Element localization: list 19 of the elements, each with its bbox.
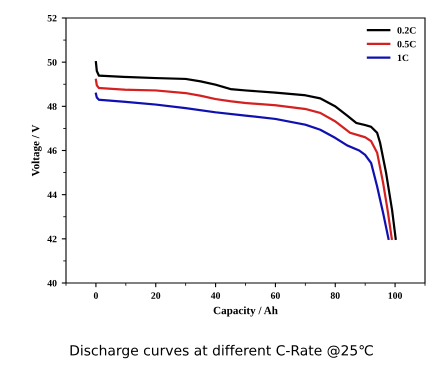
x-tick-label: 40 <box>210 292 220 299</box>
text: Discharge curves at different C-Rate @25℃ <box>70 344 373 358</box>
x-tick-label: 100 <box>388 292 402 299</box>
y-tick-label: 42 <box>47 236 57 242</box>
legend-label: 0.5C <box>397 40 416 48</box>
x-axis-title: Capacity / Ah <box>214 306 278 317</box>
legend-label: 1C <box>398 54 408 62</box>
y-tick-label: 50 <box>48 59 57 66</box>
y-tick-label: 48 <box>47 103 57 110</box>
legend-label: 0.2C <box>397 27 416 34</box>
x-tick-label: 80 <box>330 292 340 299</box>
x-tick-label: 20 <box>151 292 160 299</box>
y-tick-label: 44 <box>47 192 57 198</box>
y-tick-label: 52 <box>48 14 57 22</box>
y-axis-title: Voltage / V <box>32 124 42 176</box>
x-tick-label: 0 <box>94 292 98 299</box>
y-tick-label: 40 <box>47 280 57 286</box>
x-tick-label: 60 <box>270 292 280 299</box>
y-tick-label: 46 <box>47 147 57 154</box>
